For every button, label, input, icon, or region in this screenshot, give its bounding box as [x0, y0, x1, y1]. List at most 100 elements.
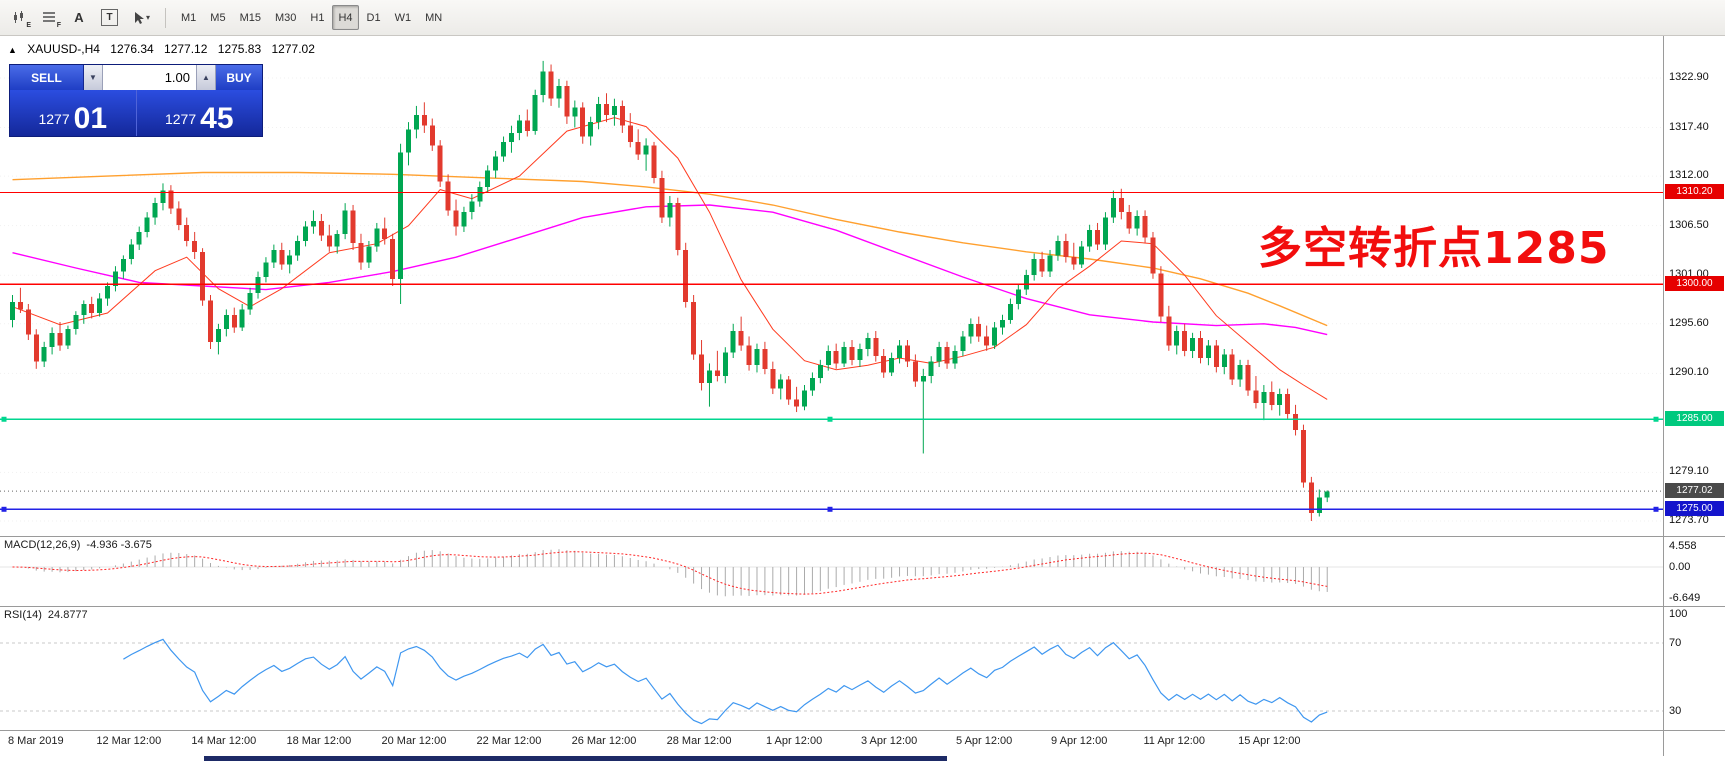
time-axis-label: 8 Mar 2019	[8, 735, 64, 747]
charts-tool-button[interactable]: E	[6, 5, 33, 30]
profiles-tool-letter: F	[56, 22, 61, 29]
timeframe-m1[interactable]: M1	[181, 11, 197, 24]
text-tool-button[interactable]: T	[95, 5, 124, 30]
timeframe-mn[interactable]: MN	[425, 11, 443, 24]
price-axis-label: 1273.70	[1669, 513, 1709, 526]
price-badge-1310.20: 1310.20	[1665, 184, 1724, 200]
moving-averages-layer	[12, 117, 1328, 400]
cursor-tool-button[interactable]: ▾	[127, 5, 156, 30]
buy-button[interactable]: BUY	[216, 65, 262, 90]
ma-mid-magenta	[12, 204, 1328, 336]
triangle-up-icon: ▲	[202, 73, 210, 82]
cursor-icon	[135, 11, 144, 24]
font-tool-button[interactable]: A	[66, 5, 92, 30]
price-badge-1275.00: 1275.00	[1665, 501, 1724, 517]
time-axis-label: 15 Apr 12:00	[1238, 735, 1301, 747]
rsi-scale-label: 70	[1669, 637, 1682, 650]
open-value: 1276.34	[110, 42, 154, 56]
time-axis-label: 26 Mar 12:00	[571, 735, 637, 747]
timeframe-w1[interactable]: W1	[394, 11, 412, 24]
time-axis[interactable]: 8 Mar 2019 12 Mar 12:00 14 Mar 12:00 18 Mar…	[0, 730, 1663, 756]
rsi-scale-label: 100	[1669, 608, 1688, 620]
line-handle[interactable]	[827, 506, 833, 512]
chart-window[interactable]: ▲ XAUUSD-,H4 1276.34 1277.12 1275.83 127…	[0, 36, 1725, 761]
macd-name-label: MACD(12,26,9)	[4, 539, 81, 551]
timeframe-m30[interactable]: M30	[274, 11, 297, 24]
macd-title: MACD(12,26,9) -4.936 -3.675	[4, 539, 158, 551]
main-chart-canvas[interactable]	[0, 36, 1663, 536]
volume-field-wrap	[103, 65, 197, 90]
sell-button[interactable]: SELL	[10, 65, 84, 90]
symbol-period-label: XAUUSD-,H4	[27, 42, 100, 56]
price-badge-1285.00: 1285.00	[1665, 411, 1724, 427]
text-label-icon: T	[101, 9, 118, 26]
charts-icon	[14, 11, 23, 23]
timeframe-h4[interactable]: H4	[332, 5, 359, 30]
buy-price-pips: 45	[200, 101, 234, 135]
time-axis-label: 5 Apr 12:00	[956, 735, 1013, 747]
time-axis-label: 12 Mar 12:00	[96, 735, 162, 747]
volume-input[interactable]	[103, 69, 196, 86]
rsi-name-label: RSI(14)	[4, 609, 42, 621]
rsi-line	[123, 638, 1328, 725]
ma-fast-red	[12, 117, 1328, 400]
volume-down-button[interactable]: ▼	[84, 65, 103, 90]
volume-up-button[interactable]: ▲	[197, 65, 216, 90]
collapse-one-click-icon[interactable]: ▲	[8, 45, 17, 55]
price-axis-label: 1295.60	[1669, 316, 1709, 329]
price-axis-label: 1322.90	[1669, 71, 1709, 83]
timeframe-toolbar: M1 M5 M15 M30 H1 H4 D1 W1 MN	[175, 5, 448, 30]
line-handle[interactable]	[1, 416, 7, 422]
macd-values-label: -4.936 -3.675	[86, 539, 152, 551]
time-axis-label: 3 Apr 12:00	[860, 735, 918, 747]
timeframe-d1[interactable]: D1	[366, 11, 381, 24]
price-axis-label: 1306.50	[1669, 218, 1709, 231]
ma-slow-orange	[12, 171, 1328, 327]
buy-price-display[interactable]: 1277 45	[137, 90, 263, 136]
price-axis-label: 1312.00	[1669, 169, 1709, 182]
macd-signal-line	[12, 551, 1328, 595]
sell-price-pips: 01	[73, 101, 108, 135]
rows-icon	[43, 12, 55, 22]
candles-layer	[10, 60, 1330, 521]
line-handle[interactable]	[827, 416, 833, 422]
symbol-info-line: ▲ XAUUSD-,H4 1276.34 1277.12 1275.83 127…	[8, 42, 322, 56]
time-axis-label: 22 Mar 12:00	[476, 735, 542, 747]
buy-price-main: 1277	[164, 111, 197, 127]
line-handle[interactable]	[1653, 506, 1659, 512]
macd-histogram	[19, 549, 1328, 597]
r si-title: RSI(14) 24.8777	[4, 609, 94, 621]
time-axis-label: 28 Mar 12:00	[666, 735, 732, 747]
price-scale[interactable]: 1322.90 1317.40 1312.00 1306.50 1301.00 1295.…	[1663, 36, 1725, 756]
horizontal-lines-layer	[0, 191, 1663, 512]
macd-scale-label: 4.558	[1669, 540, 1697, 553]
macd-canvas[interactable]	[0, 536, 1663, 606]
rsi-splitter[interactable]	[0, 606, 1725, 607]
chevron-down-icon: ▾	[146, 13, 151, 22]
font-icon: A	[74, 10, 84, 25]
time-axis-label: 18 Mar 12:00	[286, 735, 352, 747]
one-click-trading-panel: SELL ▼ ▲ BUY 1277 01 1277	[9, 64, 263, 137]
time-axis-label: 11 Apr 12:00	[1143, 735, 1206, 747]
charts-tool-letter: E	[26, 22, 31, 29]
toolbar-separator	[165, 7, 167, 28]
timeframe-h1[interactable]: H1	[310, 11, 325, 24]
sell-price-display[interactable]: 1277 01	[10, 90, 137, 136]
high-value: 1277.12	[164, 42, 208, 56]
rsi-value-label: 24.8777	[47, 609, 88, 621]
toolbar: E F A T ▾ M1 M5 M15 M30 H1 H4 D1 W1 MN	[0, 0, 1725, 36]
timeframe-m5[interactable]: M5	[210, 11, 226, 24]
profiles-tool-button[interactable]: F	[36, 5, 63, 30]
macd-scale-label: -6.649	[1669, 591, 1701, 604]
price-axis-label: 1279.10	[1669, 465, 1709, 478]
rsi-canvas[interactable]	[0, 606, 1663, 730]
macd-splitter[interactable]	[0, 536, 1725, 537]
sell-price-main: 1277	[38, 111, 70, 127]
line-handle[interactable]	[1653, 416, 1659, 422]
time-axis-separator	[0, 730, 1725, 731]
line-handle[interactable]	[1, 506, 7, 512]
time-axis-label: 14 Mar 12:00	[191, 735, 257, 747]
timeframe-m15[interactable]: M15	[239, 11, 261, 24]
price-badge-1300.00: 1300.00	[1665, 276, 1724, 292]
chart-annotation-text: 多空转折点1285	[1258, 223, 1610, 274]
